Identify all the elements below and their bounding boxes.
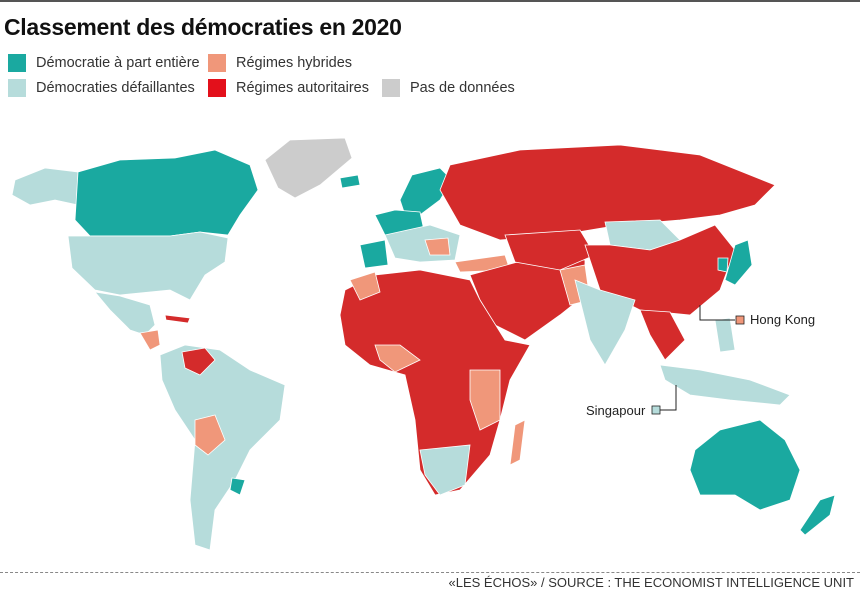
- region-korea: [717, 257, 729, 273]
- region-alaska: [11, 167, 79, 206]
- region-west-africa-hybrid: [374, 344, 421, 373]
- region-greenland: [264, 137, 353, 199]
- region-venezuela: [181, 347, 216, 376]
- region-iceland: [339, 174, 361, 189]
- singapore-label: Singapour: [586, 403, 646, 418]
- legend-swatch: [8, 54, 26, 72]
- region-iberia: [359, 239, 389, 269]
- region-japan: [724, 239, 753, 286]
- region-morocco: [349, 271, 381, 301]
- region-indonesia: [659, 364, 791, 406]
- region-madagascar: [509, 419, 526, 466]
- hong-kong-callout: [660, 305, 735, 411]
- region-east-africa-hybrid: [469, 369, 501, 431]
- page-title: Classement des démocraties en 2020: [4, 14, 402, 40]
- legend-no-data: Pas de données: [382, 79, 515, 97]
- region-central-asia: [504, 229, 596, 271]
- region-south-america: [159, 344, 286, 551]
- footer-divider: [0, 572, 860, 573]
- legend-label: Démocraties défaillantes: [36, 80, 195, 96]
- top-rule: [0, 0, 860, 2]
- region-philippines: [714, 317, 736, 353]
- legend-swatch: [382, 79, 400, 97]
- region-southern-africa: [419, 444, 471, 496]
- legend-label: Régimes hybrides: [236, 55, 353, 71]
- legend-swatch: [208, 79, 226, 97]
- region-balkans: [424, 237, 451, 256]
- hong-kong-marker: [735, 315, 745, 325]
- region-new-zealand: [799, 494, 836, 536]
- region-australia: [689, 419, 801, 511]
- region-uruguay: [229, 477, 246, 496]
- world-map: [11, 137, 836, 551]
- region-southeast-asia: [639, 309, 686, 361]
- singapore-marker: [651, 405, 661, 415]
- legend-label: Régimes autoritaires: [236, 80, 369, 96]
- legend-swatch: [208, 54, 226, 72]
- legend-flawed-democracy: Démocraties défaillantes: [8, 79, 195, 97]
- legend-swatch: [8, 79, 26, 97]
- region-usa: [67, 231, 229, 301]
- region-canada: [74, 149, 259, 237]
- region-india: [574, 279, 636, 366]
- legend-label: Démocratie à part entière: [36, 55, 200, 71]
- hong-kong-label: Hong Kong: [750, 312, 816, 327]
- region-bolivia: [194, 414, 226, 456]
- legend-authoritarian: Régimes autoritaires: [208, 79, 369, 97]
- region-central-america: [139, 329, 161, 351]
- legend-full-democracy: Démocratie à part entière: [8, 54, 200, 72]
- legend-hybrid: Régimes hybrides: [208, 54, 352, 72]
- region-mexico: [94, 291, 156, 336]
- region-africa: [339, 269, 531, 496]
- source-credit: «LES ÉCHOS» / SOURCE : THE ECONOMIST INT…: [448, 575, 855, 590]
- region-cuba: [164, 314, 191, 324]
- legend-label: Pas de données: [410, 80, 515, 96]
